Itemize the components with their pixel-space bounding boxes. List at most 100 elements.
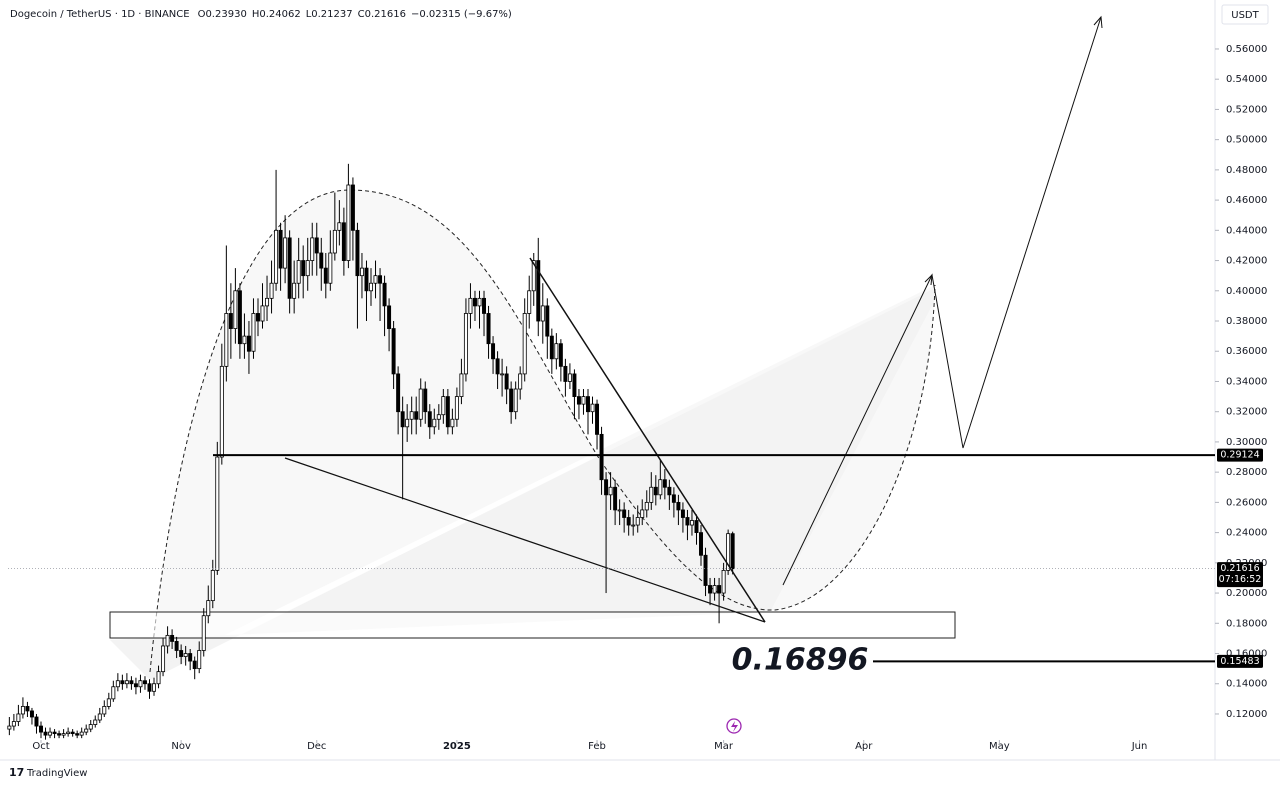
candle-body bbox=[391, 328, 396, 375]
y-tick-label: 0.54000 bbox=[1226, 74, 1267, 85]
currency-label[interactable]: USDT bbox=[1231, 10, 1259, 21]
y-tick-label: 0.36000 bbox=[1226, 346, 1267, 357]
candle-body bbox=[278, 229, 283, 269]
candle-body bbox=[93, 719, 98, 725]
candle-body bbox=[233, 290, 238, 329]
candle-body bbox=[52, 731, 57, 735]
candle-body bbox=[699, 532, 703, 556]
candle-body bbox=[369, 282, 373, 292]
cup-arc bbox=[149, 189, 936, 673]
candle-body bbox=[346, 184, 351, 261]
y-tick-label: 0.20000 bbox=[1226, 588, 1267, 599]
candle-body bbox=[170, 634, 175, 642]
candle-body bbox=[156, 671, 161, 685]
candle-body bbox=[685, 517, 690, 526]
y-tick-label: 0.48000 bbox=[1226, 165, 1267, 176]
symbol-title: Dogecoin / TetherUS · 1D · BINANCE bbox=[10, 9, 190, 20]
candle-body bbox=[341, 222, 346, 261]
candle-body bbox=[418, 388, 423, 420]
candle-body bbox=[513, 388, 518, 413]
candle-body bbox=[88, 724, 93, 730]
candle-body bbox=[662, 479, 667, 488]
x-tick-label: 2025 bbox=[443, 741, 471, 752]
candle-body bbox=[450, 418, 455, 428]
candle-body bbox=[61, 733, 66, 736]
event-icon-bolt bbox=[731, 721, 738, 732]
candle-body bbox=[626, 517, 631, 526]
candle-body bbox=[287, 237, 292, 299]
candle-body bbox=[359, 267, 364, 277]
x-tick-label: Nov bbox=[171, 741, 191, 752]
candle-body bbox=[644, 501, 649, 511]
y-tick-label: 0.42000 bbox=[1226, 256, 1267, 267]
candle-body bbox=[463, 313, 468, 375]
candle-body bbox=[432, 418, 437, 428]
candle-body bbox=[133, 683, 138, 688]
drawings: 0.16896 bbox=[284, 15, 1103, 734]
candle-body bbox=[292, 282, 297, 299]
lower-trendline bbox=[284, 457, 766, 623]
candle-body bbox=[563, 365, 568, 382]
price-tag-bg bbox=[1217, 448, 1263, 462]
brand-name: TradingView bbox=[26, 768, 87, 779]
candle-body bbox=[48, 731, 53, 736]
candle-body bbox=[79, 731, 84, 736]
x-tick-label: Mar bbox=[714, 741, 734, 752]
target-annotation: 0.16896 bbox=[732, 643, 869, 678]
ohlc-value: −0.02315 (−9.67%) bbox=[411, 9, 512, 20]
candle-body bbox=[165, 634, 170, 647]
currency-button[interactable] bbox=[1221, 4, 1269, 25]
candle-body bbox=[16, 713, 21, 722]
candle-body bbox=[337, 222, 342, 231]
ohlc-value: L0.21237 bbox=[306, 9, 353, 20]
arrow-head bbox=[924, 273, 933, 286]
candle-body bbox=[522, 313, 527, 375]
candle-body bbox=[355, 229, 360, 277]
candle-body bbox=[671, 494, 676, 503]
candle-body bbox=[558, 343, 563, 367]
drawings bbox=[109, 189, 956, 680]
candles bbox=[7, 163, 735, 740]
candle-body bbox=[378, 275, 383, 284]
candle-body bbox=[66, 731, 71, 735]
candle-body bbox=[640, 509, 645, 518]
candle-body bbox=[106, 698, 111, 707]
candle-body bbox=[319, 252, 324, 269]
candle-body bbox=[219, 365, 224, 458]
candle-body bbox=[658, 479, 663, 496]
y-tick-label: 0.44000 bbox=[1226, 225, 1267, 236]
candle-body bbox=[405, 418, 410, 428]
axes: 0.120000.140000.160000.180000.200000.220… bbox=[8, 44, 1267, 752]
candle-body bbox=[301, 260, 306, 277]
candle-body bbox=[237, 290, 242, 345]
candle-body bbox=[590, 403, 595, 413]
x-tick-label: Apr bbox=[855, 741, 873, 752]
event-icon[interactable] bbox=[726, 718, 742, 734]
candle-body bbox=[631, 524, 636, 527]
candle-body bbox=[310, 237, 315, 261]
candle-body bbox=[604, 479, 609, 496]
upper-trendline bbox=[529, 257, 766, 623]
candle-body bbox=[500, 373, 505, 376]
candle-body bbox=[84, 728, 89, 733]
y-tick-label: 0.14000 bbox=[1226, 679, 1267, 690]
candle-body bbox=[179, 650, 184, 657]
y-tick-label: 0.26000 bbox=[1226, 497, 1267, 508]
projection-path bbox=[782, 16, 1102, 586]
candle-body bbox=[269, 282, 274, 299]
cup-shade bbox=[150, 190, 935, 672]
x-tick-label: Feb bbox=[588, 741, 606, 752]
candle-body bbox=[486, 313, 491, 345]
candle-body bbox=[472, 297, 477, 307]
y-tick-label: 0.24000 bbox=[1226, 528, 1267, 539]
candle-body bbox=[197, 650, 202, 670]
y-tick-label: 0.34000 bbox=[1226, 376, 1267, 387]
candle-body bbox=[20, 706, 25, 715]
candle-body bbox=[43, 731, 48, 736]
candle-body bbox=[617, 509, 622, 512]
candle-body bbox=[531, 260, 536, 292]
candle-body bbox=[242, 335, 247, 345]
candle-body bbox=[174, 641, 179, 651]
candle-body bbox=[436, 414, 441, 420]
